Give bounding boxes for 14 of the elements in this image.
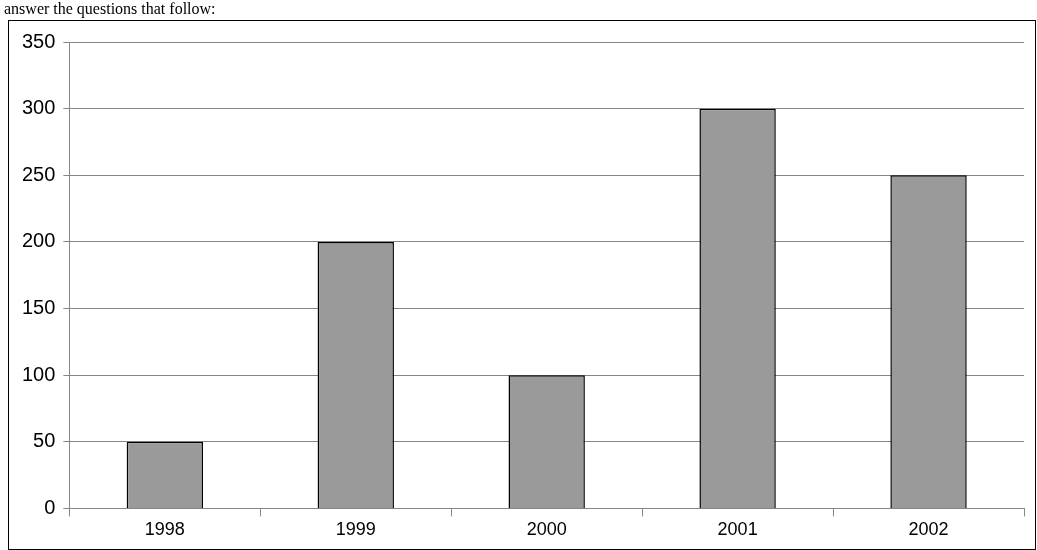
y-tick-label: 50 <box>33 429 56 452</box>
y-tick-label: 100 <box>21 362 56 385</box>
y-tick-label: 250 <box>21 162 56 185</box>
y-tick-label: 150 <box>21 296 56 319</box>
x-tick-label: 2000 <box>526 519 567 540</box>
y-tick-label: 200 <box>21 229 56 252</box>
x-tick-label: 2002 <box>908 519 949 540</box>
y-tick-label: 350 <box>21 29 56 52</box>
x-tick-label: 2001 <box>717 519 758 540</box>
y-tick-label: 0 <box>44 495 56 518</box>
text: answer the questions that follow: <box>4 0 216 18</box>
y-tick-label: 300 <box>21 96 56 119</box>
x-tick-label: 1999 <box>335 519 376 540</box>
x-tick-label: 1998 <box>144 519 185 540</box>
